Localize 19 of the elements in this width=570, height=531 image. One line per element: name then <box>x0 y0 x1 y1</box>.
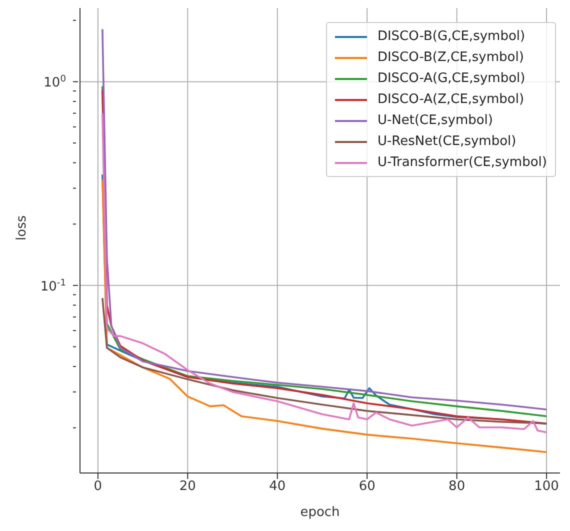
y-axis-title: loss <box>14 215 30 240</box>
x-tick-label: 20 <box>179 479 196 494</box>
legend-label: DISCO-B(G,CE,symbol) <box>377 29 526 44</box>
x-axis-title: epoch <box>300 505 340 520</box>
y-tick-label: 10$^{-1}$ <box>40 278 66 294</box>
x-tick-label: 80 <box>448 479 466 494</box>
legend-label: DISCO-B(Z,CE,symbol) <box>377 50 524 65</box>
legend-label: U-Net(CE,symbol) <box>377 113 493 128</box>
legend-label: DISCO-A(Z,CE,symbol) <box>377 92 524 107</box>
x-tick-label: 0 <box>94 479 102 494</box>
legend-label: DISCO-A(G,CE,symbol) <box>377 71 526 86</box>
x-tick-label: 40 <box>269 479 286 494</box>
legend-label: U-ResNet(CE,symbol) <box>377 134 516 149</box>
x-tick-label: 100 <box>534 479 559 494</box>
x-tick-label: 60 <box>358 479 376 494</box>
line-series <box>102 297 548 424</box>
y-tick-label: 10$^{0}$ <box>44 74 66 91</box>
legend-label: U-Transformer(CE,symbol) <box>377 155 547 170</box>
line-series <box>102 28 548 410</box>
